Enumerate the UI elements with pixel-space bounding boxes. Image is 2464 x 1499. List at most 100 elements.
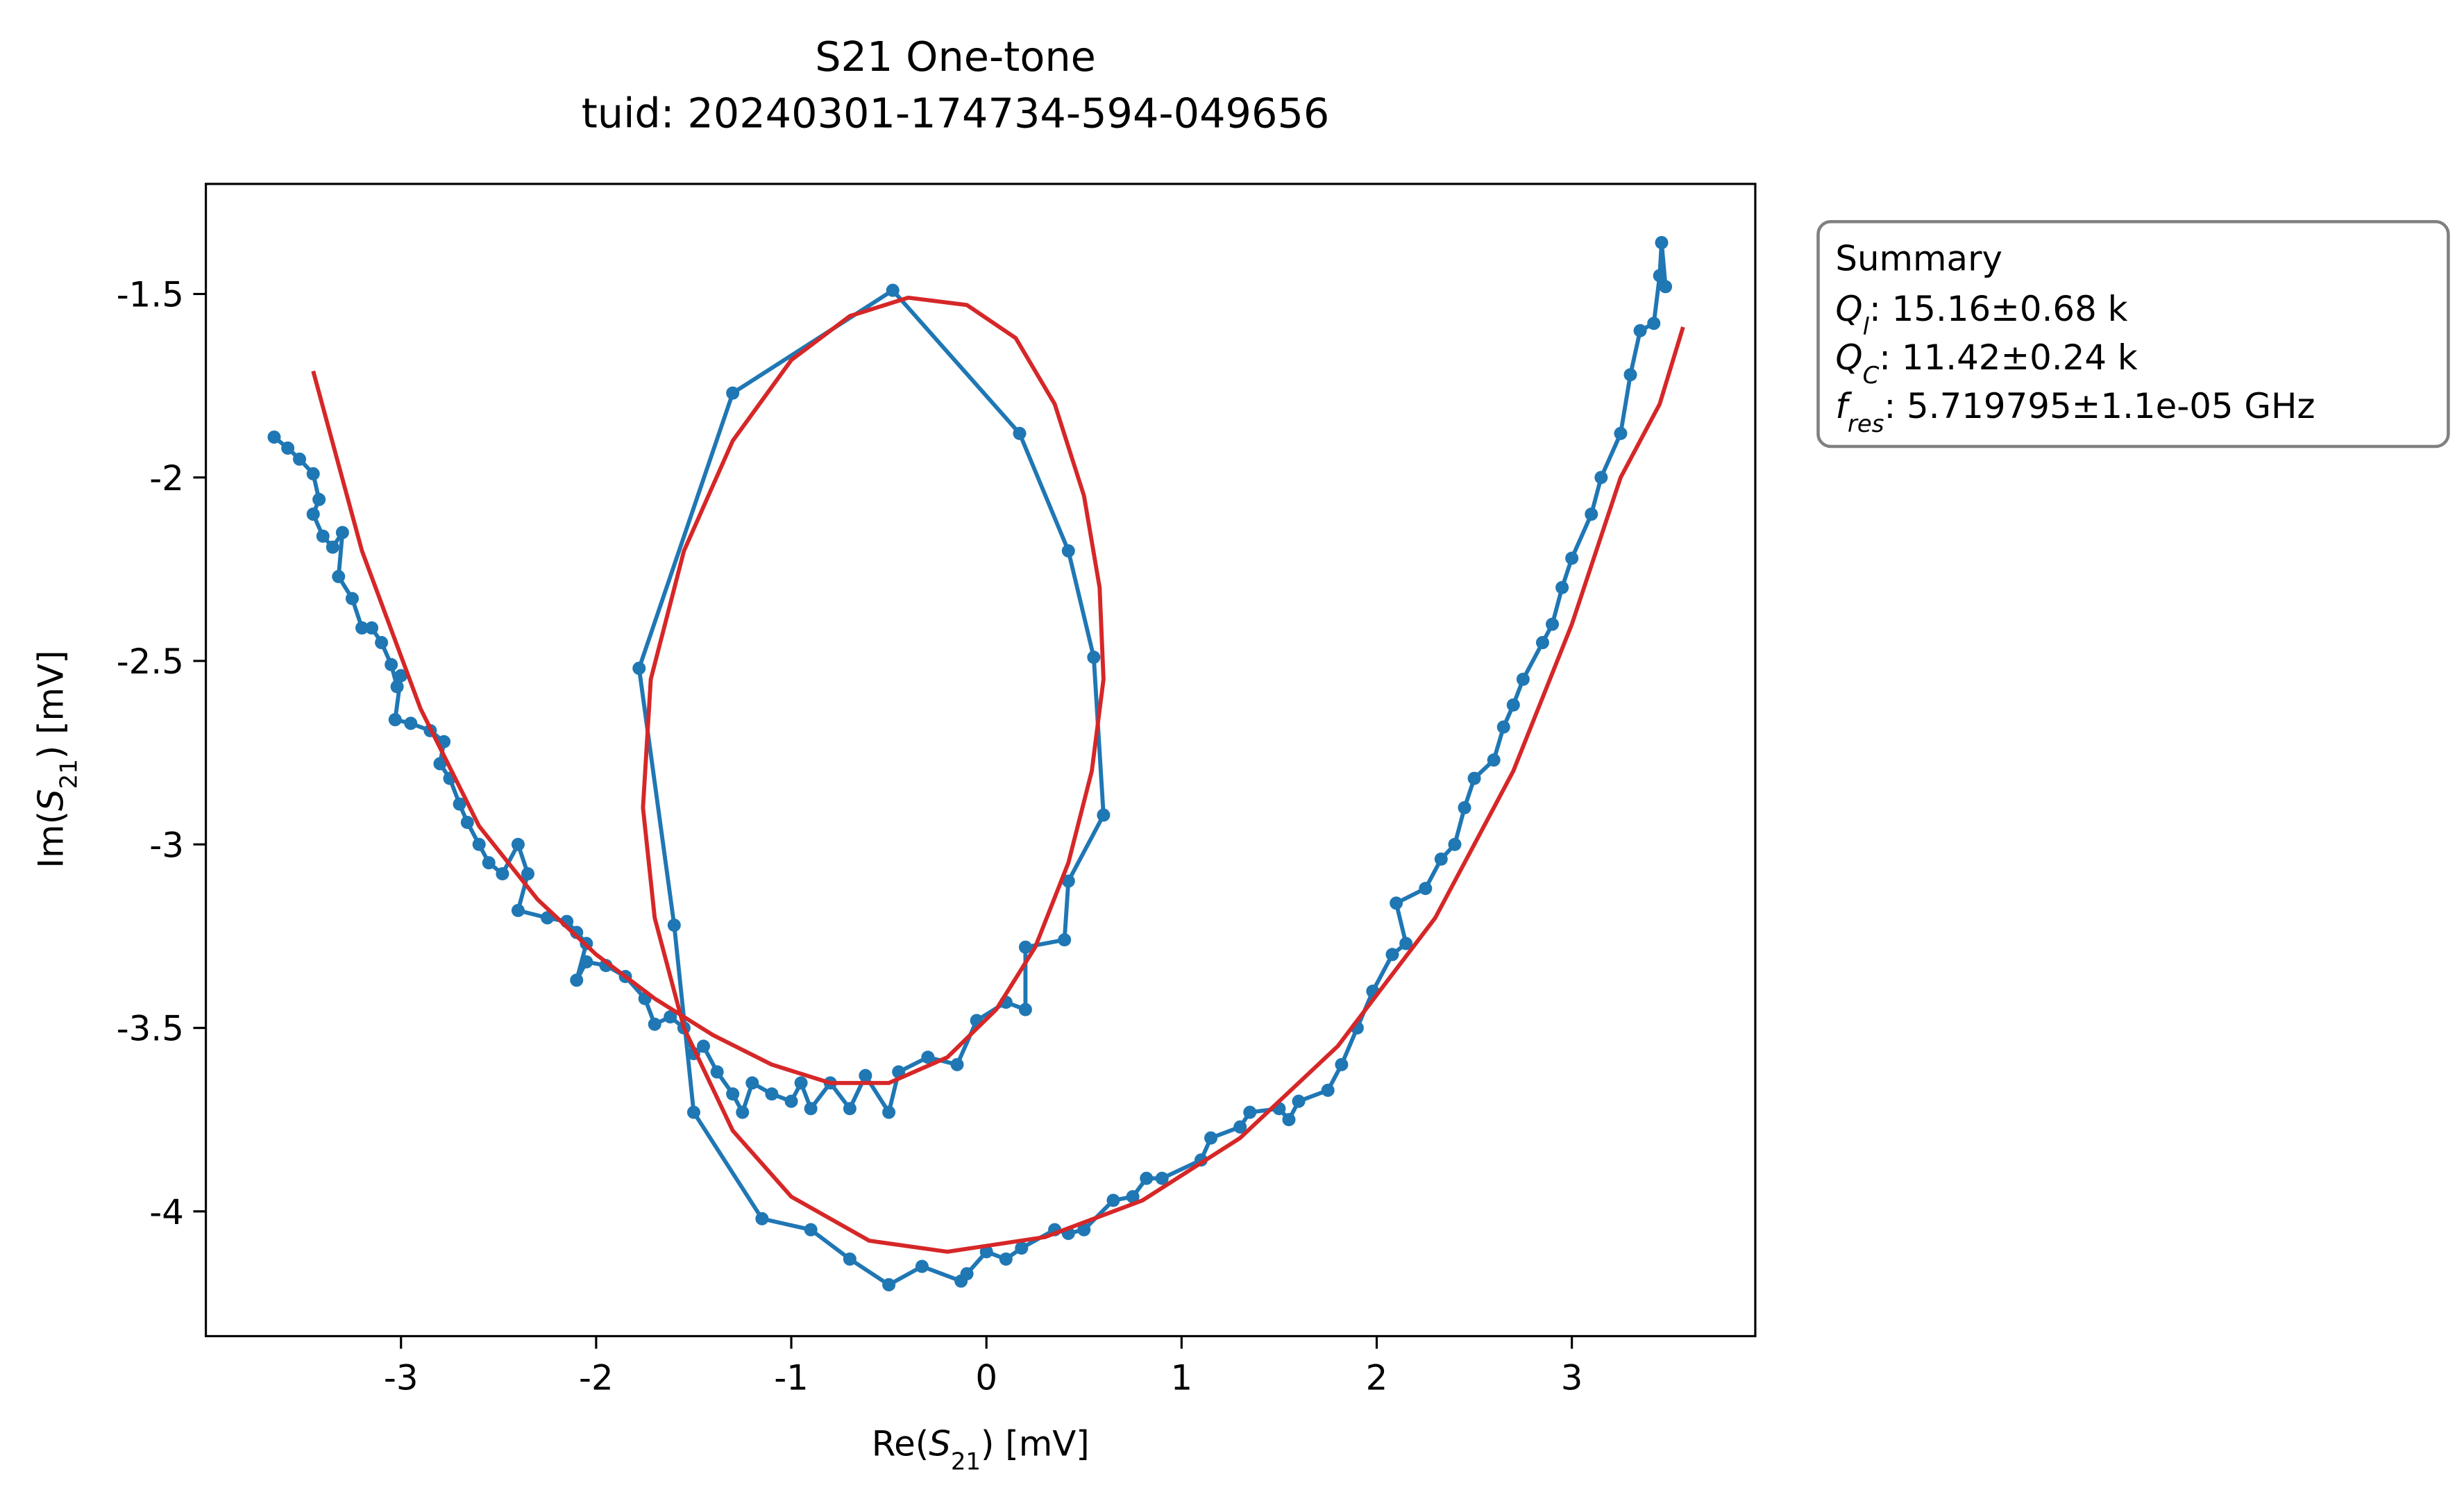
- data-point: [755, 1212, 769, 1225]
- data-point: [332, 569, 346, 583]
- data-point: [1555, 580, 1569, 594]
- data-point: [1106, 1194, 1120, 1207]
- series-line: [311, 295, 1685, 1254]
- data-point: [388, 713, 402, 727]
- data-point: [460, 816, 474, 830]
- data-point: [511, 837, 525, 851]
- data-point: [1448, 837, 1462, 851]
- data-point: [1126, 1190, 1140, 1204]
- data-point: [736, 1105, 750, 1119]
- data-point: [999, 1252, 1013, 1266]
- data-point: [316, 529, 330, 543]
- data-point: [496, 866, 509, 881]
- data-point: [1653, 269, 1666, 283]
- data-point: [472, 837, 486, 851]
- data-point: [1633, 324, 1647, 337]
- data-point: [1385, 948, 1399, 962]
- data-point: [1585, 508, 1598, 521]
- data-point: [686, 1105, 700, 1119]
- y-tick-label: -2: [149, 458, 184, 499]
- data-point: [882, 1105, 896, 1119]
- data-point: [1496, 720, 1510, 734]
- data-point: [306, 508, 320, 521]
- data-point: [648, 1017, 661, 1031]
- data-point: [1018, 1003, 1032, 1016]
- x-axis-label: Re(S21) [mV]: [872, 1424, 1090, 1476]
- data-point: [1243, 1105, 1257, 1119]
- summary-symbol: Q: [1835, 337, 1862, 378]
- data-point: [1535, 636, 1549, 650]
- data-point: [326, 540, 339, 554]
- data-point: [1097, 808, 1111, 822]
- data-point: [1321, 1083, 1335, 1097]
- data-point: [1659, 280, 1673, 294]
- data-point: [794, 1076, 808, 1090]
- data-point: [1061, 544, 1075, 558]
- data-point: [784, 1094, 798, 1108]
- data-point: [1087, 651, 1101, 664]
- data-point: [843, 1102, 857, 1116]
- data-point: [375, 636, 389, 650]
- y-tick-label: -3.5: [117, 1009, 184, 1049]
- chart-title: S21 One-tone: [815, 33, 1096, 81]
- data-point: [1506, 698, 1520, 712]
- data-point: [1204, 1131, 1218, 1145]
- data-point: [1018, 940, 1032, 954]
- summary-line: QC: 11.42±0.24 k: [1835, 337, 2138, 390]
- data-point: [570, 973, 584, 987]
- data-point: [745, 1076, 759, 1090]
- data-point: [1077, 1223, 1091, 1237]
- x-tick-label: -3: [384, 1357, 419, 1398]
- data-point: [1458, 801, 1471, 814]
- y-tick-label: -4: [149, 1192, 184, 1232]
- summary-subscript: C: [1863, 362, 1880, 390]
- data-point: [482, 856, 496, 870]
- summary-frame: [1816, 219, 2450, 449]
- summary-value: : 15.16±0.68 k: [1869, 289, 2128, 329]
- data-point: [394, 669, 408, 682]
- data-point: [580, 955, 593, 969]
- data-point: [306, 467, 320, 480]
- summary-symbol: Q: [1835, 289, 1862, 329]
- data-point: [950, 1057, 964, 1071]
- data-point: [765, 1087, 779, 1101]
- data-point: [1399, 937, 1413, 951]
- x-tick-label: 0: [975, 1357, 997, 1398]
- x-tick-label: -2: [579, 1357, 614, 1398]
- data-point: [1623, 368, 1637, 382]
- data-point: [804, 1223, 818, 1237]
- data-point: [1013, 426, 1027, 440]
- data-point: [404, 717, 418, 730]
- data-point: [355, 621, 369, 635]
- data-point: [886, 283, 900, 297]
- x-tick-label: -1: [774, 1357, 809, 1398]
- data-point: [859, 1069, 872, 1082]
- data-point: [960, 1267, 974, 1281]
- summary-line: Ql: 15.16±0.68 k: [1835, 289, 2127, 341]
- data-point: [979, 1245, 993, 1259]
- data-point: [1233, 1120, 1247, 1134]
- data-point: [1565, 551, 1579, 565]
- data-point: [1140, 1171, 1154, 1185]
- data-point: [433, 757, 447, 771]
- data-point: [1419, 882, 1433, 896]
- y-tick-label: -2.5: [117, 642, 184, 682]
- data-point: [453, 797, 466, 811]
- data-point: [1282, 1113, 1296, 1127]
- data-point: [710, 1065, 724, 1079]
- data-point: [697, 1039, 711, 1053]
- data-point: [511, 903, 525, 917]
- summary-value: : 11.42±0.24 k: [1879, 337, 2138, 378]
- data-point: [1434, 852, 1448, 866]
- data-point: [804, 1102, 818, 1116]
- data-point: [267, 430, 281, 444]
- data-point: [1155, 1171, 1169, 1185]
- data-point: [281, 441, 295, 455]
- data-point: [1390, 896, 1403, 910]
- y-tick-label: -3: [149, 825, 184, 865]
- data-point: [1487, 753, 1501, 767]
- data-point: [882, 1278, 896, 1291]
- data-point: [1292, 1094, 1306, 1108]
- data-point: [664, 1010, 677, 1024]
